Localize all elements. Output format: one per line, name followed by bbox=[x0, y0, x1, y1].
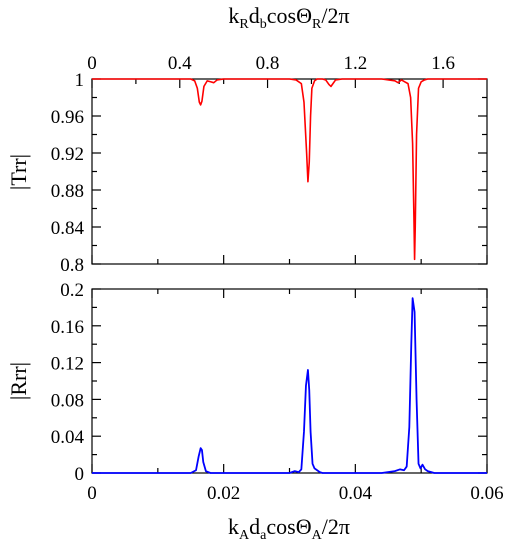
top-ytick-label: 0.92 bbox=[51, 144, 84, 165]
trr-series bbox=[92, 78, 487, 261]
top-panel: 0.8 0.84 0.88 0.92 0.96 1 0 0.4 0.8 1.2 1.6 kRdbc… bbox=[6, 3, 488, 276]
bottom-xtick-label: 0.06 bbox=[470, 483, 503, 504]
top-ytick-label: 0.96 bbox=[51, 107, 84, 128]
bottom-yaxis-title: |Rrr| bbox=[6, 362, 31, 400]
bottom-xtick-label: 0 bbox=[87, 483, 97, 504]
top-secondary-xaxis-title: kRdbcosΘR/2π bbox=[228, 3, 349, 32]
top-secondary-xtick-label: 1.2 bbox=[343, 53, 367, 74]
bottom-ytick-labels: 0 0.04 0.08 0.12 0.16 0.2 bbox=[51, 280, 85, 485]
top-secondary-xtick-label: 1.6 bbox=[431, 53, 455, 74]
bottom-xtick-label: 0.02 bbox=[207, 483, 240, 504]
bottom-ytick-label: 0.08 bbox=[51, 390, 84, 411]
rrr-series bbox=[92, 297, 487, 474]
bottom-ytick-label: 0 bbox=[75, 464, 85, 485]
bottom-ytick-label: 0.12 bbox=[51, 354, 84, 375]
bottom-xaxis-title: kAdacosΘA/2π bbox=[228, 514, 350, 543]
top-plot-frame bbox=[91, 78, 488, 265]
top-ytick-label: 1 bbox=[75, 70, 85, 91]
top-panel-ticks bbox=[91, 78, 488, 265]
top-ytick-label: 0.88 bbox=[51, 181, 84, 202]
bottom-panel-ticks bbox=[91, 288, 488, 474]
bottom-ytick-label: 0.16 bbox=[51, 317, 84, 338]
top-yaxis-title: |Trr| bbox=[6, 154, 31, 190]
top-secondary-xtick-labels: 0 0.4 0.8 1.2 1.6 bbox=[87, 53, 455, 74]
top-secondary-xtick-label: 0.4 bbox=[168, 53, 192, 74]
top-secondary-xtick-label: 0 bbox=[87, 53, 97, 74]
top-ytick-label: 0.8 bbox=[60, 255, 84, 276]
top-ytick-label: 0.84 bbox=[51, 218, 85, 239]
bottom-xtick-label: 0.04 bbox=[339, 483, 373, 504]
bottom-ytick-label: 0.2 bbox=[60, 280, 84, 301]
top-ytick-labels: 0.8 0.84 0.88 0.92 0.96 1 bbox=[51, 70, 85, 276]
bottom-panel: 0 0.04 0.08 0.12 0.16 0.2 0 0.02 0.04 0.06 kAdac… bbox=[6, 280, 504, 543]
bottom-xtick-labels: 0 0.02 0.04 0.06 bbox=[87, 483, 503, 504]
rrr-line bbox=[92, 297, 487, 474]
bottom-ytick-label: 0.04 bbox=[51, 427, 85, 448]
trr-line bbox=[92, 78, 487, 261]
top-secondary-xtick-label: 0.8 bbox=[256, 53, 280, 74]
bottom-plot-frame bbox=[91, 288, 488, 474]
